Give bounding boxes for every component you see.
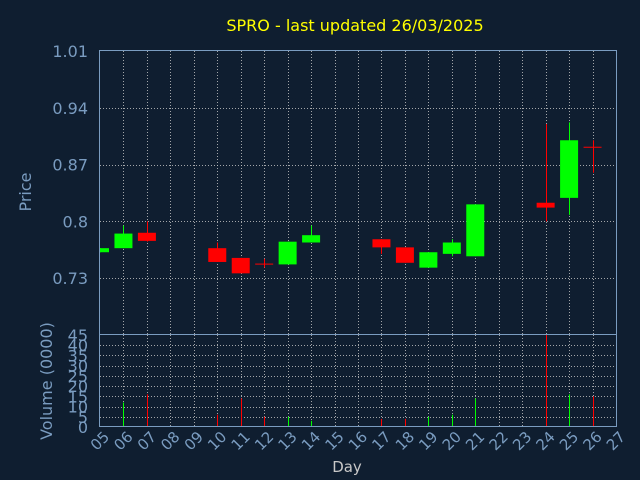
- candle-body: [466, 204, 485, 257]
- price-axis-label: Price: [16, 172, 35, 211]
- price-tick-label: 0.94: [52, 99, 88, 118]
- volume-tick-label: 0: [78, 418, 88, 437]
- price-tick-label: 0.8: [63, 212, 88, 231]
- volume-tick-label: 35: [68, 346, 88, 365]
- candle-body: [100, 248, 109, 253]
- volume-axis-label: Volume (0000): [37, 322, 56, 440]
- candle-body: [208, 248, 227, 262]
- candle-body: [255, 263, 274, 265]
- price-tick-label: 0.87: [52, 156, 88, 175]
- candle-body: [137, 232, 156, 241]
- price-tick-label: 0.73: [52, 269, 88, 288]
- volume-tick-label: 20: [68, 377, 88, 396]
- candle-body: [395, 247, 414, 263]
- volume-tick-label: 30: [68, 357, 88, 376]
- candle-body: [442, 242, 461, 254]
- volume-panel-frame: [99, 334, 617, 427]
- candlestick-series: [100, 122, 602, 274]
- volume-gridlines: [100, 335, 616, 427]
- candle-body: [560, 140, 579, 198]
- volume-tick-label: 40: [68, 336, 88, 355]
- candle-body: [536, 202, 555, 208]
- day-tick-labels: 0506070809101112131415161718192021222324…: [87, 428, 629, 454]
- candle-body: [231, 257, 250, 274]
- volume-tick-label: 5: [78, 408, 88, 427]
- volume-tick-label: 15: [68, 387, 88, 406]
- candle-body: [302, 235, 321, 243]
- volume-series: [123, 335, 594, 427]
- price-gridlines: [100, 51, 616, 335]
- volume-tick-label: 10: [68, 398, 88, 417]
- volume-tick-label: 25: [68, 367, 88, 386]
- candle-body: [419, 252, 438, 268]
- candle-body: [583, 146, 602, 148]
- volume-tick-label: 45: [68, 326, 88, 345]
- price-tick-labels: 0.73 0.8 0.87 0.94 1.01: [52, 42, 88, 288]
- price-tick-label: 1.01: [52, 42, 88, 61]
- candle-body: [372, 239, 391, 248]
- x-axis-label: Day: [332, 458, 362, 476]
- candle-body: [114, 233, 133, 249]
- chart-title: SPRO - last updated 26/03/2025: [226, 16, 483, 35]
- candle-body: [278, 241, 297, 265]
